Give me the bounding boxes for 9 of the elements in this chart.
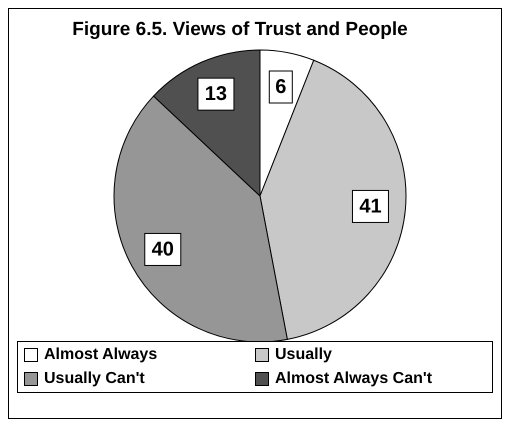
data-label: 6 (275, 76, 286, 98)
data-label: 40 (152, 238, 174, 260)
data-label: 13 (204, 83, 228, 106)
legend-label: Usually Can't (44, 370, 145, 388)
data-label: 41 (359, 195, 382, 218)
legend-label: Almost Always Can't (275, 370, 432, 388)
legend-label: Usually (275, 346, 332, 364)
chart-title: Figure 6.5. Views of Trust and People (71, 19, 409, 41)
legend-label: Almost Always (44, 346, 158, 364)
